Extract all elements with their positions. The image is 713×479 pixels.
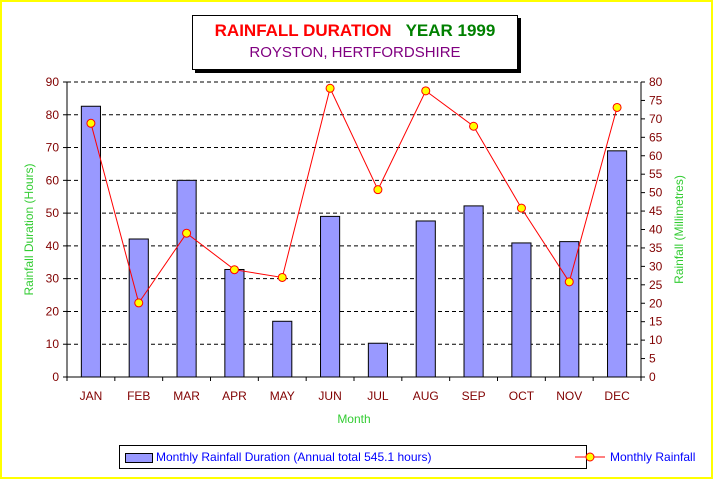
y-tick-label-right: 50 xyxy=(649,186,663,200)
rainfall-point xyxy=(134,298,144,308)
y-tick-label-right: 0 xyxy=(649,370,656,384)
rainfall-point xyxy=(421,86,431,96)
x-axis-label: Month xyxy=(337,412,370,426)
bar xyxy=(463,205,484,378)
bar xyxy=(607,150,628,378)
x-tick-label: SEP xyxy=(462,389,486,403)
title-line: RAINFALL DURATION YEAR 1999 xyxy=(193,21,517,41)
y-tick-label-right: 75 xyxy=(649,93,663,107)
y-tick-label-left: 70 xyxy=(46,141,60,155)
y-tick-label-left: 60 xyxy=(46,173,60,187)
x-tick-label: OCT xyxy=(509,389,535,403)
bar xyxy=(224,268,245,378)
x-tick-label: MAR xyxy=(173,389,200,403)
y-tick-label-right: 60 xyxy=(649,149,663,163)
y-tick-label-right: 80 xyxy=(649,75,663,89)
y-tick-label-right: 10 xyxy=(649,333,663,347)
rainfall-point xyxy=(86,118,96,128)
bar xyxy=(320,215,341,378)
chart-title: RAINFALL DURATION xyxy=(214,21,392,40)
x-tick-label: DEC xyxy=(604,389,630,403)
bar xyxy=(128,238,149,378)
y-tick-label-left: 80 xyxy=(46,108,60,122)
x-tick-label: AUG xyxy=(413,389,439,403)
chart-subtitle: ROYSTON, HERTFORDSHIRE xyxy=(249,44,461,61)
y-tick-label-right: 25 xyxy=(649,278,663,292)
legend-bar-swatch xyxy=(125,453,153,463)
y-tick-label-left: 90 xyxy=(46,75,60,89)
chart-title-year: YEAR 1999 xyxy=(405,21,496,40)
y-tick-label-right: 30 xyxy=(649,259,663,273)
x-tick-label: JAN xyxy=(80,389,103,403)
y-axis-label-left: Rainfall Duration (Hours) xyxy=(22,163,36,295)
bar xyxy=(176,179,197,378)
y-tick-label-right: 70 xyxy=(649,112,663,126)
rainfall-point xyxy=(469,121,479,131)
x-tick-label: JUL xyxy=(367,389,389,403)
y-tick-label-right: 40 xyxy=(649,223,663,237)
rainfall-point xyxy=(516,203,526,213)
y-tick-label-right: 20 xyxy=(649,296,663,310)
legend-line-label: Monthly Rainfall xyxy=(610,450,696,464)
rainfall-point xyxy=(373,185,383,195)
y-tick-label-right: 5 xyxy=(649,352,656,366)
legend-bar-label: Monthly Rainfall Duration (Annual total … xyxy=(156,450,432,464)
y-tick-label-left: 30 xyxy=(46,272,60,286)
rainfall-line xyxy=(90,86,618,305)
y-axis-label-right: Rainfall (Millimetres) xyxy=(672,175,686,284)
y-tick-label-right: 55 xyxy=(649,167,663,181)
y-tick-label-right: 15 xyxy=(649,315,663,329)
y-tick-label-right: 65 xyxy=(649,130,663,144)
bar xyxy=(272,320,293,378)
chart-title-box: RAINFALL DURATION YEAR 1999 ROYSTON, HERT… xyxy=(192,15,518,70)
bar xyxy=(559,241,580,378)
legend-line-swatch xyxy=(575,452,605,462)
bar xyxy=(511,242,532,378)
x-tick-label: JUN xyxy=(318,389,341,403)
chart-legend: Monthly Rainfall Duration (Annual total … xyxy=(119,445,695,469)
y-tick-label-right: 45 xyxy=(649,204,663,218)
x-tick-label: MAY xyxy=(270,389,295,403)
y-tick-label-left: 40 xyxy=(46,239,60,253)
x-tick-label: FEB xyxy=(127,389,150,403)
y-tick-label-left: 20 xyxy=(46,304,60,318)
y-tick-label-left: 50 xyxy=(46,206,60,220)
x-tick-label: APR xyxy=(222,389,247,403)
bar xyxy=(367,342,388,378)
y-tick-label-left: 10 xyxy=(46,337,60,351)
rainfall-point xyxy=(612,102,622,112)
rainfall-point xyxy=(277,272,287,282)
rainfall-point xyxy=(229,265,239,275)
x-tick-label: NOV xyxy=(556,389,582,403)
y-tick-label-left: 0 xyxy=(52,370,59,384)
y-tick-label-right: 35 xyxy=(649,241,663,255)
bar xyxy=(415,220,436,378)
rainfall-point xyxy=(182,228,192,238)
rainfall-point xyxy=(564,277,574,287)
rainfall-point xyxy=(325,83,335,93)
